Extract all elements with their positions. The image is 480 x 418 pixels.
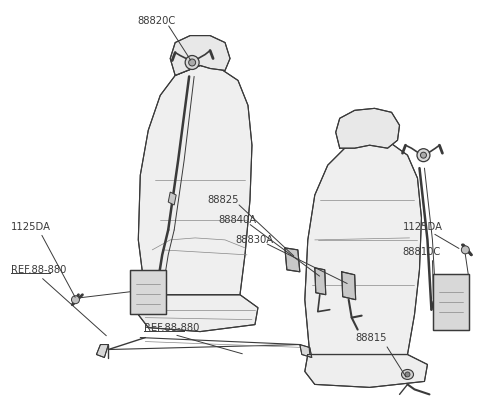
- Text: 88830A: 88830A: [235, 235, 273, 245]
- Polygon shape: [168, 192, 176, 205]
- Polygon shape: [342, 272, 356, 300]
- Polygon shape: [138, 66, 252, 295]
- Text: 88825: 88825: [207, 195, 239, 205]
- Ellipse shape: [420, 152, 426, 158]
- Ellipse shape: [405, 372, 410, 377]
- Text: 88820C: 88820C: [137, 15, 176, 25]
- Polygon shape: [138, 295, 258, 331]
- Polygon shape: [285, 248, 300, 272]
- Polygon shape: [305, 140, 421, 354]
- Text: 1125DA: 1125DA: [403, 222, 443, 232]
- Text: 88810C: 88810C: [403, 247, 441, 257]
- Text: 1125DA: 1125DA: [11, 222, 51, 232]
- Ellipse shape: [402, 370, 413, 380]
- Ellipse shape: [185, 56, 199, 69]
- Polygon shape: [300, 344, 312, 357]
- Polygon shape: [433, 274, 469, 330]
- Text: REF.88-880: REF.88-880: [11, 265, 66, 275]
- Polygon shape: [130, 270, 166, 314]
- Ellipse shape: [461, 246, 469, 254]
- Text: 88840A: 88840A: [218, 215, 256, 225]
- Polygon shape: [170, 36, 230, 75]
- Polygon shape: [315, 268, 326, 295]
- Polygon shape: [336, 108, 399, 148]
- Text: REF.88-880: REF.88-880: [144, 323, 200, 333]
- Ellipse shape: [417, 149, 430, 162]
- Polygon shape: [305, 354, 428, 387]
- Polygon shape: [96, 344, 108, 357]
- Ellipse shape: [189, 59, 196, 66]
- Ellipse shape: [72, 296, 80, 304]
- Text: 88815: 88815: [356, 333, 387, 343]
